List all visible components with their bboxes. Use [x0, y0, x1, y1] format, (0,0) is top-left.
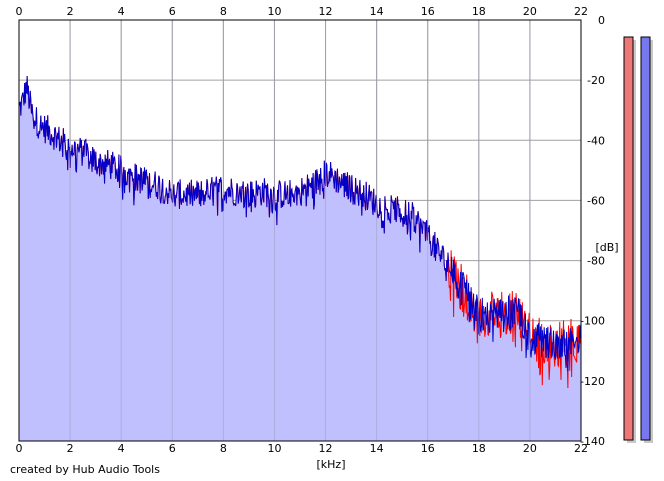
x-tick-label-bottom: 16 — [421, 442, 435, 455]
x-tick-label-bottom: 4 — [118, 442, 125, 455]
x-tick-label-bottom: 20 — [523, 442, 537, 455]
spectrum-area — [19, 75, 581, 441]
y-axis-label: [dB] — [595, 241, 618, 254]
y-tick-label: -100 — [580, 315, 605, 328]
y-tick-label: -60 — [587, 194, 605, 207]
level-meter-bar — [623, 36, 634, 441]
x-tick-label-top: 2 — [67, 5, 74, 18]
y-tick-label: -80 — [587, 255, 605, 268]
credit-text: created by Hub Audio Tools — [10, 463, 160, 476]
x-tick-label-top: 12 — [319, 5, 333, 18]
x-tick-label-top: 4 — [118, 5, 125, 18]
x-tick-label-top: 22 — [574, 5, 588, 18]
x-tick-label-top: 0 — [16, 5, 23, 18]
y-tick-label: -40 — [587, 134, 605, 147]
x-tick-label-bottom: 18 — [472, 442, 486, 455]
level-meter-bar — [640, 36, 651, 441]
spectrum-fill — [19, 75, 581, 441]
x-tick-label-top: 20 — [523, 5, 537, 18]
tick-labels: 002244668810101212141416161818202022220-… — [16, 5, 606, 455]
x-tick-label-bottom: 2 — [67, 442, 74, 455]
x-tick-label-bottom: 22 — [574, 442, 588, 455]
plot-frame — [18, 19, 582, 442]
x-tick-label-bottom: 12 — [319, 442, 333, 455]
x-tick-label-bottom: 8 — [220, 442, 227, 455]
x-tick-label-bottom: 6 — [169, 442, 176, 455]
x-axis-label: [kHz] — [317, 458, 346, 471]
x-tick-label-top: 18 — [472, 5, 486, 18]
x-tick-label-bottom: 10 — [267, 442, 281, 455]
x-tick-label-top: 16 — [421, 5, 435, 18]
x-tick-label-top: 6 — [169, 5, 176, 18]
x-tick-label-top: 14 — [370, 5, 384, 18]
series-line — [18, 75, 582, 372]
x-tick-label-bottom: 14 — [370, 442, 384, 455]
axes — [18, 19, 582, 442]
y-tick-label: -120 — [580, 375, 605, 388]
x-tick-label-top: 8 — [220, 5, 227, 18]
y-tick-label: 0 — [598, 14, 605, 27]
x-tick-label-bottom: 0 — [16, 442, 23, 455]
y-tick-label: -140 — [580, 435, 605, 448]
level-meters — [623, 36, 653, 443]
x-tick-label-top: 10 — [267, 5, 281, 18]
y-tick-label: -20 — [587, 74, 605, 87]
